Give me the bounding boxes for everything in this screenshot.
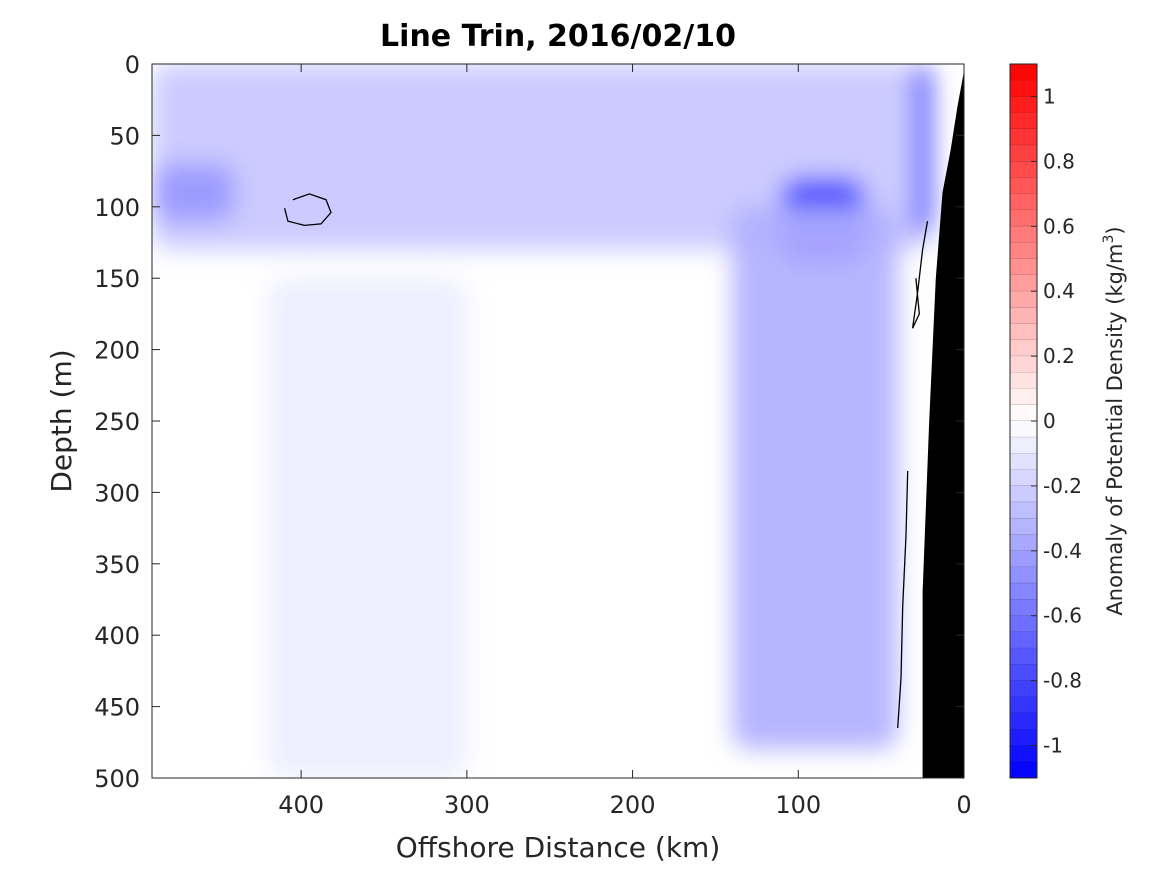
colorbar-band [1010, 729, 1037, 747]
x-axis: 400 300 200 100 0 [278, 64, 972, 819]
colorbar-band [1010, 404, 1037, 422]
zero-contour-2 [897, 470, 909, 729]
colorbar-tick-label: 0.2 [1043, 344, 1075, 368]
x-axis-label: Offshore Distance (km) [396, 831, 721, 864]
colorbar-band [1010, 210, 1037, 227]
x-tick-label: 300 [444, 791, 490, 819]
colorbar-band [1010, 177, 1037, 195]
colorbar-band [1010, 145, 1037, 162]
colorbar-band [1010, 161, 1037, 179]
colorbar-tick-label: 1 [1043, 84, 1056, 108]
zero-contour-0 [283, 193, 332, 227]
colorbar-band [1010, 518, 1037, 536]
colorbar: 1 0.8 0.6 0.4 0.2 0 -0.2 -0.4 -0.6 -0.8 -1 Anomaly… [1009, 63, 1127, 779]
colorbar-band [1010, 80, 1037, 97]
colorbar-band [1010, 128, 1037, 146]
colorbar-tick-label: 0.8 [1043, 149, 1075, 173]
colorbar-band [1010, 372, 1037, 390]
y-tick-label: 250 [94, 408, 140, 436]
y-tick-label: 100 [94, 194, 140, 222]
plot-area: 400 300 200 100 0 0 50 100 150 200 250 300 350 400 45… [94, 51, 971, 819]
colorbar-band [1010, 274, 1037, 292]
y-tick-label: 300 [94, 479, 140, 507]
colorbar-band [1010, 307, 1037, 325]
anomaly-field [152, 64, 931, 778]
colorbar-band [1010, 631, 1037, 649]
colorbar-band [1010, 242, 1037, 260]
y-tick-label: 0 [125, 51, 140, 79]
colorbar-band [1010, 599, 1037, 617]
y-tick-label: 200 [94, 337, 140, 365]
colorbar-bands [1010, 64, 1037, 779]
colorbar-label-text: Anomaly of Potential Density (kg/m [1103, 244, 1127, 616]
colorbar-label: Anomaly of Potential Density (kg/m3) [1101, 226, 1127, 615]
anomaly-region-0 [152, 64, 931, 250]
colorbar-band [1010, 534, 1037, 552]
zero-contour-1 [911, 220, 929, 329]
x-tick-label: 400 [278, 791, 324, 819]
chart-title: Line Trin, 2016/02/10 [380, 19, 736, 54]
colorbar-tick-label: 0.4 [1043, 279, 1075, 303]
colorbar-band [1010, 550, 1037, 568]
colorbar-tick-label: -0.2 [1043, 474, 1082, 498]
colorbar-band [1010, 761, 1037, 779]
colorbar-band [1010, 96, 1037, 114]
colorbar-band [1010, 664, 1037, 682]
y-tick-label: 50 [109, 122, 140, 150]
colorbar-band [1010, 437, 1037, 454]
anomaly-region-3 [732, 206, 898, 750]
colorbar-band [1010, 502, 1037, 519]
zero-contours [283, 193, 929, 729]
y-tick-label: 450 [94, 694, 140, 722]
colorbar-band [1010, 567, 1037, 584]
colorbar-tick-label: -0.8 [1043, 669, 1082, 693]
colorbar-band [1010, 696, 1037, 714]
colorbar-band [1010, 226, 1037, 243]
colorbar-label-superscript: 3 [1101, 235, 1117, 244]
colorbar-band [1010, 64, 1037, 81]
colorbar-tick-label: -1 [1043, 734, 1063, 758]
colorbar-tick-label: 0.6 [1043, 214, 1075, 238]
colorbar-band [1010, 745, 1037, 763]
colorbar-label-end: ) [1103, 226, 1127, 234]
bathymetry [922, 71, 964, 779]
colorbar-band [1010, 615, 1037, 633]
colorbar-band [1010, 713, 1037, 730]
colorbar-band [1010, 453, 1037, 471]
y-axis-label: Depth (m) [45, 349, 78, 492]
anomaly-region-5 [914, 64, 931, 236]
y-axis: 0 50 100 150 200 250 300 350 400 450 500 [94, 51, 964, 793]
colorbar-band [1010, 388, 1037, 406]
y-tick-label: 350 [94, 551, 140, 579]
colorbar-tick-label: 0 [1043, 409, 1056, 433]
x-tick-label: 100 [775, 791, 821, 819]
colorbar-band [1010, 356, 1037, 373]
colorbar-tick-label: -0.4 [1043, 539, 1082, 563]
anomaly-region-4 [268, 278, 467, 778]
colorbar-band [1010, 485, 1037, 503]
y-tick-label: 150 [94, 265, 140, 293]
anomaly-region-1 [152, 163, 235, 222]
x-tick-label: 0 [956, 791, 971, 819]
colorbar-band [1010, 323, 1037, 341]
colorbar-band [1010, 193, 1037, 211]
x-tick-label: 200 [610, 791, 656, 819]
colorbar-band [1010, 469, 1037, 487]
colorbar-ticks: 1 0.8 0.6 0.4 0.2 0 -0.2 -0.4 -0.6 -0.8 -1 [1031, 84, 1082, 758]
colorbar-tick-label: -0.6 [1043, 604, 1082, 628]
colorbar-band [1010, 680, 1037, 698]
colorbar-band [1010, 258, 1037, 276]
colorbar-band [1010, 112, 1037, 130]
colorbar-band [1010, 583, 1037, 600]
colorbar-band [1010, 339, 1037, 357]
colorbar-band [1010, 421, 1037, 438]
y-tick-label: 500 [94, 765, 140, 793]
y-tick-label: 400 [94, 622, 140, 650]
colorbar-band [1010, 648, 1037, 665]
colorbar-band [1010, 291, 1037, 308]
